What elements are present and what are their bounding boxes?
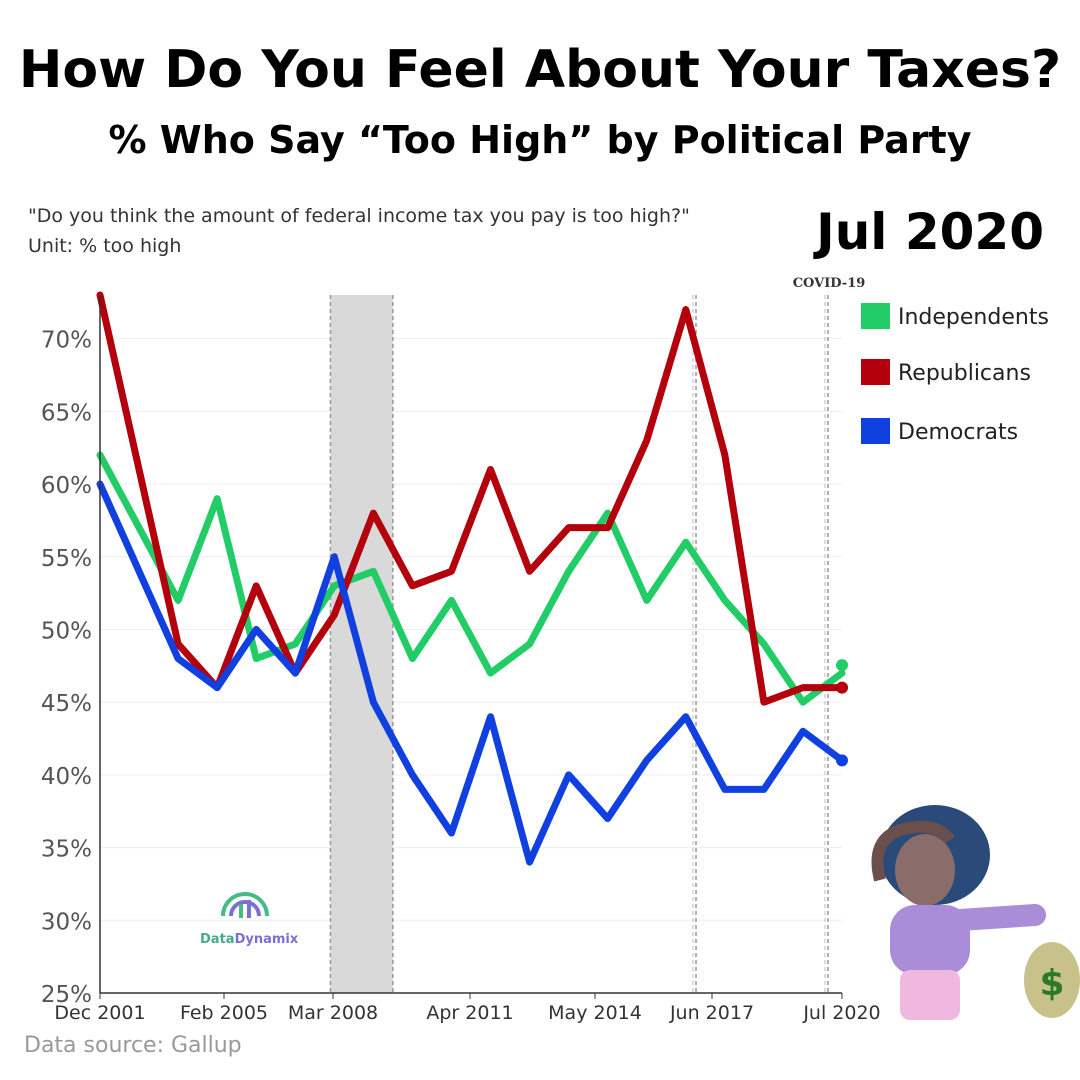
- shaded-region: [330, 295, 393, 993]
- y-tick-label: 50%: [41, 618, 92, 644]
- annotations: COVID-19: [793, 276, 866, 291]
- series-lines: [96, 291, 848, 866]
- legend: Independents Republicans Democrats: [861, 303, 1049, 445]
- y-tick-label: 55%: [41, 546, 92, 572]
- series-line-democrats: [96, 480, 846, 866]
- worried-person-illustration: $: [871, 805, 1080, 1020]
- x-tick-label: May 2014: [548, 1002, 642, 1024]
- legend-label-republicans: Republicans: [898, 361, 1031, 386]
- legend-label-independents: Independents: [898, 305, 1049, 330]
- y-tick-label: 25%: [41, 982, 92, 1008]
- x-tick-label: Feb 2005: [180, 1002, 268, 1024]
- chart-subtitle: % Who Say “Too High” by Political Party: [108, 118, 972, 162]
- legend-swatch-republicans: [861, 359, 890, 385]
- survey-question: "Do you think the amount of federal inco…: [28, 205, 690, 227]
- legend-swatch-independents: [861, 303, 890, 329]
- y-tick-label: 45%: [41, 691, 92, 717]
- y-tick-label: 40%: [41, 764, 92, 790]
- x-tick-label: Dec 2001: [54, 1002, 145, 1024]
- logo-icon: [221, 892, 269, 918]
- brand-logo: DataDynamix: [200, 880, 298, 947]
- x-tick-label: Jul 2020: [802, 1002, 880, 1024]
- y-tick-label: 35%: [41, 837, 92, 863]
- legend-label-democrats: Democrats: [898, 420, 1018, 445]
- series-end-point-independents: [836, 659, 848, 672]
- series-end-point-democrats: [836, 754, 848, 767]
- series-line-independents: [96, 451, 846, 706]
- y-tick-label: 65%: [41, 400, 92, 426]
- logo-text-part1: Data: [200, 932, 235, 947]
- y-tick-label: 60%: [41, 473, 92, 499]
- current-date-label: Jul 2020: [816, 203, 1044, 261]
- x-tick-label: Apr 2011: [426, 1002, 513, 1024]
- y-tick-label: 30%: [41, 909, 92, 935]
- svg-text:$: $: [1039, 963, 1064, 1004]
- data-source: Data source: Gallup: [24, 1033, 242, 1058]
- shaded-period: [329, 295, 829, 993]
- logo-text: DataDynamix: [200, 932, 298, 947]
- unit-label: Unit: % too high: [28, 235, 182, 257]
- logo-text-part2: Dynamix: [234, 932, 299, 947]
- series-end-point-republicans: [836, 681, 848, 694]
- tick-labels: 25% 30% 35% 40% 45% 50% 55% 60% 65% 70% Dec 2001 Fe…: [41, 328, 881, 1024]
- legend-swatch-democrats: [861, 418, 890, 444]
- y-tick-label: 70%: [41, 328, 92, 354]
- x-tick-label: Mar 2008: [288, 1002, 378, 1024]
- chart-title: How Do You Feel About Your Taxes?: [18, 40, 1062, 100]
- series-line-republicans: [96, 291, 846, 706]
- covid-annotation: COVID-19: [793, 276, 866, 291]
- axes: [99, 295, 843, 999]
- x-tick-label: Jun 2017: [669, 1002, 754, 1024]
